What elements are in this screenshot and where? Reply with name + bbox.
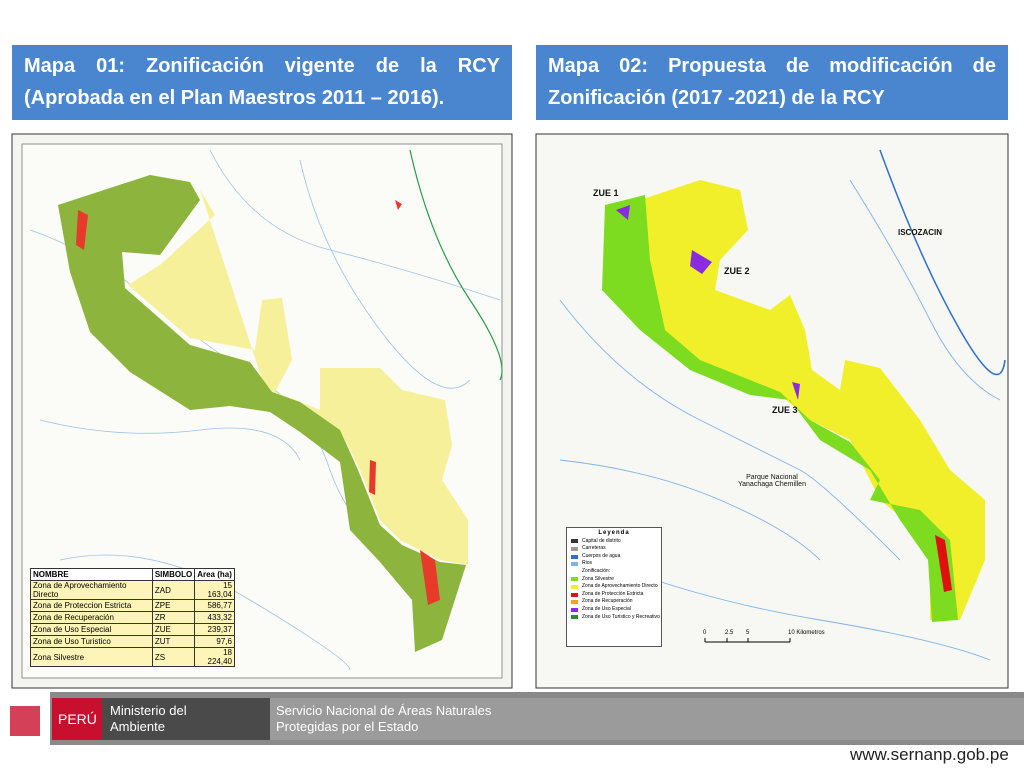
legend-label: Carreteras	[582, 545, 606, 552]
legend-swatch	[571, 600, 578, 605]
agency: Servicio Nacional de Áreas Naturales Pro…	[276, 703, 492, 734]
table-cell: 433,32	[194, 611, 235, 624]
legend-item: Carreteras	[571, 545, 657, 553]
scale-label: 2.5	[725, 630, 734, 636]
table-cell: Zona de Aprovechamiento Directo	[30, 580, 153, 600]
zone-table: NOMBRE SIMBOLO Area (ha) Zona de Aprovecham…	[30, 568, 235, 667]
table-cell: Zona de Proteccion Estricta	[30, 599, 153, 612]
table-cell: Zona de Uso Turistico	[30, 635, 153, 648]
ministry: Ministerio del Ambiente	[110, 703, 187, 734]
map-label: ZUE 2	[724, 266, 750, 276]
shield	[10, 706, 40, 736]
legend-label: Zonificación:	[582, 567, 611, 574]
table-cell: 15 163,04	[194, 580, 235, 600]
river-main	[879, 149, 1006, 376]
table-cell: 97,6	[194, 635, 235, 648]
map-1-title: Mapa 01: Zonificación vigente de la RCY …	[12, 45, 512, 120]
legend-item: Zona de Aprovechamiento Directo	[571, 583, 658, 591]
header-cell: NOMBRE	[30, 568, 153, 581]
ministry-box	[102, 698, 270, 740]
scale-bar	[704, 638, 791, 643]
map-label: ZUE 3	[772, 405, 798, 415]
table-header: NOMBRE SIMBOLO Area (ha)	[30, 568, 235, 581]
legend-swatch	[571, 577, 578, 582]
legend-label: Zona de Recuperación	[582, 598, 633, 605]
table-cell: ZUE	[151, 623, 196, 636]
country: PERÚ	[58, 711, 97, 727]
legend-swatch	[571, 570, 578, 574]
map-label: ISCOZACIN	[898, 228, 942, 237]
legend-item: Cuerpos de agua	[571, 553, 657, 561]
legend-label: Zona de Uso Especial	[582, 605, 631, 612]
zone-yellow	[128, 190, 468, 565]
legend-swatch	[571, 615, 578, 620]
table-cell: ZS	[151, 647, 196, 667]
legend-item: Zona de Protección Estricta	[571, 591, 657, 599]
scale-label: 5	[746, 630, 750, 636]
legend-label: Zona de Aprovechamiento Directo	[582, 583, 658, 590]
zone-green	[602, 195, 958, 622]
url: www.sernanp.gob.pe	[850, 745, 1009, 764]
agency-box	[270, 698, 1024, 740]
legend-swatch	[571, 562, 578, 567]
table-row: Zona de Proteccion Estricta ZPE 586,77	[30, 599, 235, 612]
peru-box	[52, 698, 102, 740]
legend-swatch	[571, 592, 578, 597]
road	[409, 149, 503, 381]
zone-olive	[58, 175, 466, 652]
table-row: Zona de Uso Turistico ZUT 97,6	[30, 635, 235, 648]
legend-label: Zona de Uso Turistico y Recreativo	[582, 613, 660, 620]
legend-item: Zona de Uso Turistico y Recreativo	[571, 613, 660, 622]
map-label: ZUE 1	[593, 188, 619, 198]
legend-item: Zona Silvestre	[571, 576, 657, 584]
table-cell: Zona de Recuperación	[30, 611, 153, 624]
legend-item: Rios	[571, 560, 657, 568]
table-cell: 586,77	[194, 599, 235, 612]
table-cell: ZUT	[151, 635, 196, 648]
header-cell: Area (ha)	[194, 568, 235, 581]
header-cell: SIMBOLO	[151, 568, 196, 581]
legend-label: Zona de Protección Estricta	[582, 590, 644, 597]
table-row: Zona Silvestre ZS 18 224,40	[30, 647, 235, 667]
legend-item: Zona de Uso Especial	[571, 606, 657, 614]
table-cell: Zona de Uso Especial	[30, 623, 153, 636]
table-cell: 239,37	[194, 623, 235, 636]
table-row: Zona de Uso Especial ZUE 239,37	[30, 623, 235, 636]
legend-item: Zonificación:	[571, 568, 657, 576]
scale-label: 10 Kilometros	[788, 630, 825, 636]
map-2-title: Mapa 02: Propuesta de modificación de Zo…	[536, 45, 1008, 120]
legend-swatch	[571, 607, 578, 612]
legend: Leyenda Capital de distrito Carreteras Cue…	[566, 527, 662, 647]
table-cell: ZR	[151, 611, 196, 624]
legend-swatch	[571, 546, 578, 551]
table-cell: ZAD	[151, 580, 196, 600]
legend-swatch	[571, 539, 578, 544]
table-row: Zona de Recuperación ZR 433,32	[30, 611, 235, 624]
table-cell: Zona Silvestre	[30, 647, 153, 667]
legend-title: Leyenda	[598, 530, 630, 536]
legend-item: Capital de distrito	[571, 538, 657, 546]
table-row: Zona de Aprovechamiento Directo ZAD 15 163…	[30, 580, 235, 600]
legend-swatch	[571, 554, 578, 559]
table-cell: ZPE	[151, 599, 196, 612]
legend-label: Zona Silvestre	[582, 575, 614, 582]
map-label: Parque Nacional Yanachaga Chemillen	[738, 474, 806, 488]
legend-label: Capital de distrito	[582, 537, 621, 544]
scale-label: 0	[703, 630, 707, 636]
legend-item: Zona de Recuperación	[571, 598, 657, 606]
legend-label: Rios	[582, 560, 593, 567]
table-cell: 18 224,40	[194, 647, 235, 667]
legend-swatch	[571, 584, 578, 589]
legend-label: Cuerpos de agua	[582, 552, 621, 559]
zone-red	[935, 535, 952, 592]
